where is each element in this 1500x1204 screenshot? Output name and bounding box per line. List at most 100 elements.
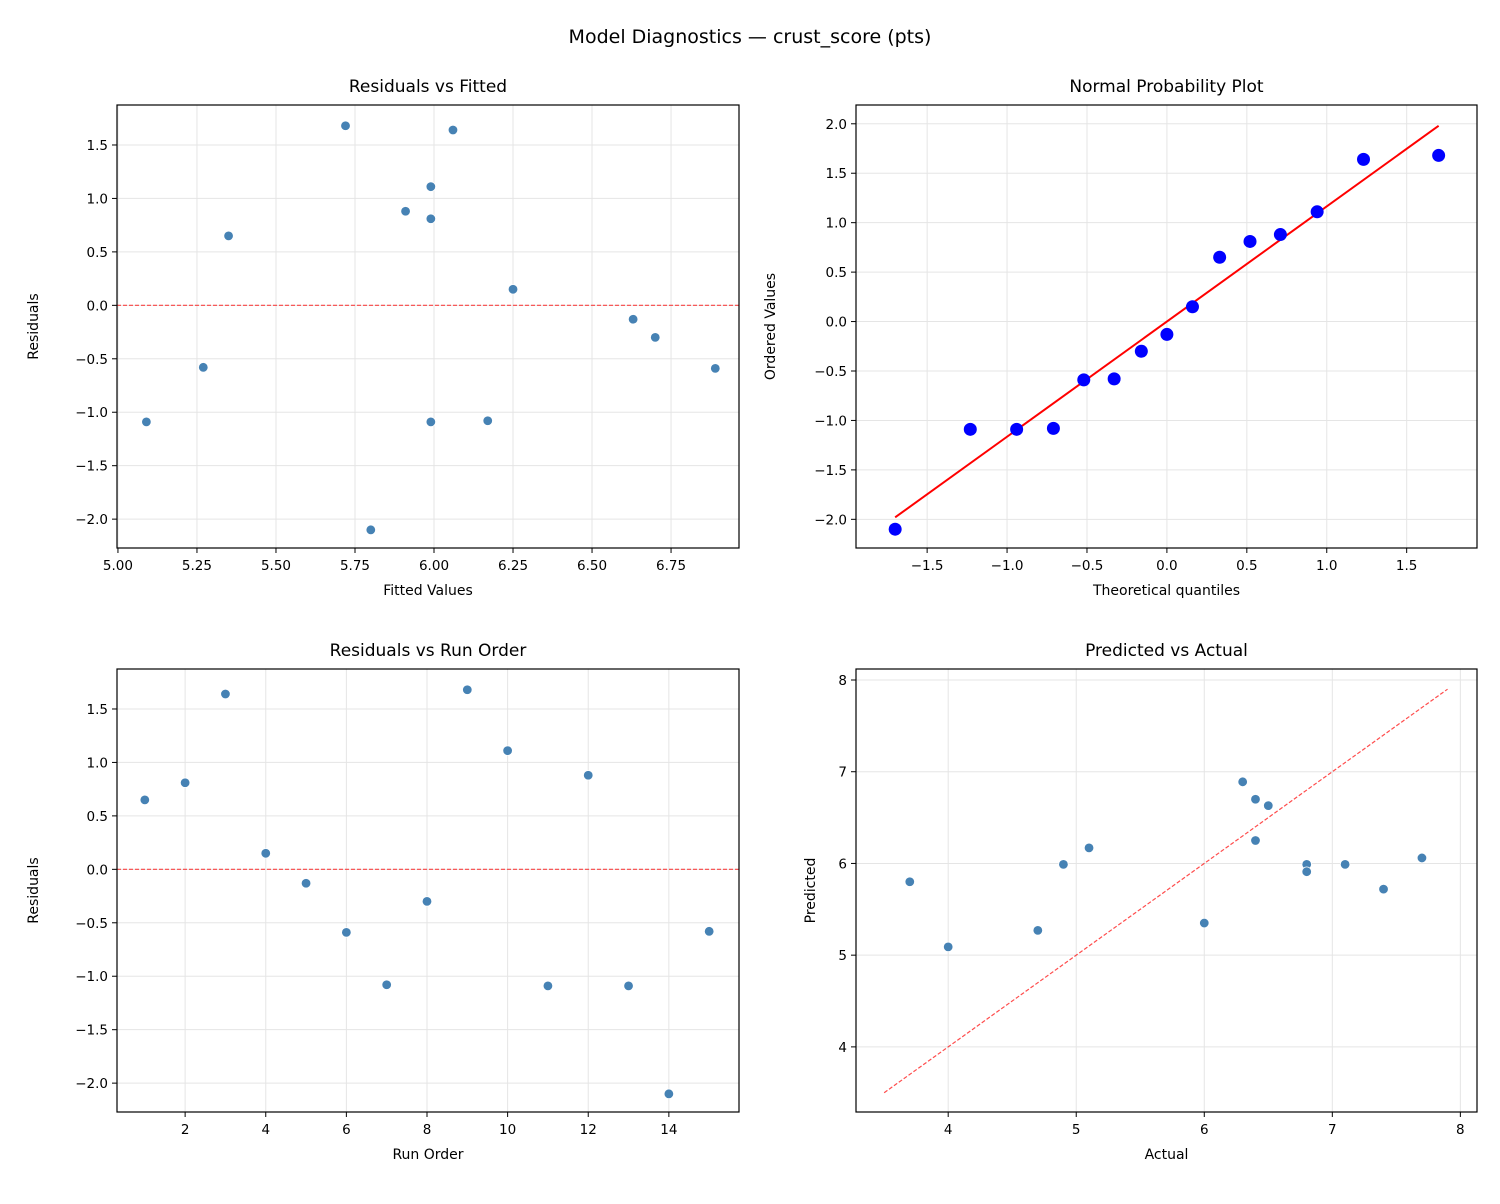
- y-axis-label: Residuals: [26, 857, 42, 923]
- data-point: [381, 979, 392, 990]
- data-point: [1263, 800, 1274, 811]
- x-tick-label: −0.5: [1071, 558, 1104, 574]
- x-tick-label: −1.0: [991, 558, 1024, 574]
- qq-data-point: [888, 522, 902, 536]
- x-tick-label: −1.5: [911, 558, 944, 574]
- data-point: [260, 848, 271, 859]
- data-point: [425, 181, 437, 192]
- y-tick-label: −1.5: [75, 1023, 108, 1039]
- x-tick-label: 5: [1072, 1122, 1081, 1138]
- x-tick-label: 1.0: [1316, 558, 1337, 574]
- qq-data-point: [1243, 234, 1257, 248]
- predicted-vs-actual-panel: 4 5 6 7 8 4 5 6 7 8 Predicted vs Actual Actual Predi…: [803, 641, 1478, 1163]
- data-point: [1416, 852, 1428, 864]
- y-tick-label: −1.0: [75, 405, 108, 421]
- qq-data-point: [1077, 373, 1091, 387]
- y-axis-label: Predicted: [803, 858, 819, 924]
- y-tick-label: 0.0: [826, 315, 847, 331]
- x-tick-label: 2: [181, 1122, 190, 1138]
- data-point: [425, 416, 437, 428]
- y-tick-label: −0.5: [75, 916, 108, 932]
- normal-probability-panel: −1.5 −1.0 −0.5 0.0 0.5 1.0 1.5 −2.0 −1.5 −1.0 −0.5…: [763, 77, 1478, 599]
- x-axis-label: Actual: [1145, 1147, 1189, 1163]
- y-tick-label: −2.0: [75, 512, 108, 528]
- qq-data-point: [1107, 372, 1121, 386]
- y-tick-label: 5: [838, 948, 847, 964]
- data-point: [1058, 859, 1069, 870]
- y-tick-label: −2.0: [75, 1076, 108, 1092]
- y-tick-label: 4: [838, 1040, 847, 1056]
- x-tick-label: 14: [660, 1122, 677, 1138]
- fit-line: [894, 124, 1440, 519]
- qq-data-point: [1134, 344, 1148, 358]
- y-tick-label: 1.5: [826, 166, 847, 182]
- data-point: [710, 363, 721, 374]
- subplot-title: Residuals vs Run Order: [330, 641, 527, 661]
- x-tick-label: 0.5: [1236, 558, 1257, 574]
- data-point: [141, 416, 152, 428]
- data-point: [340, 120, 351, 131]
- data-point: [627, 314, 639, 325]
- y-axis-label: Residuals: [26, 293, 42, 359]
- x-tick-label: 6.50: [577, 558, 607, 574]
- y-tick-label: −1.0: [814, 413, 847, 429]
- subplot-title: Predicted vs Actual: [1085, 641, 1248, 661]
- data-point: [904, 876, 915, 887]
- subplot-title: Residuals vs Fitted: [349, 77, 507, 97]
- data-point: [482, 415, 493, 426]
- data-point: [502, 745, 513, 756]
- y-tick-label: 1.0: [87, 191, 108, 207]
- data-point: [1378, 883, 1389, 895]
- x-tick-label: 7: [1328, 1122, 1337, 1138]
- x-tick-label: 6: [342, 1122, 351, 1138]
- qq-data-point: [1046, 421, 1060, 435]
- data-point: [1237, 776, 1248, 788]
- qq-data-point: [1357, 152, 1371, 166]
- axes-frame: [116, 668, 740, 1113]
- x-tick-label: 8: [423, 1122, 432, 1138]
- x-tick-label: 6.25: [498, 558, 528, 574]
- data-point: [703, 926, 715, 937]
- qq-data-point: [1213, 250, 1227, 264]
- data-point: [425, 213, 437, 224]
- y-tick-label: 1.5: [87, 138, 108, 154]
- y-tick-label: 0.0: [87, 298, 108, 314]
- data-point: [1199, 917, 1210, 929]
- x-tick-label: 5.00: [103, 558, 133, 574]
- x-tick-label: 6.00: [419, 558, 449, 574]
- x-tick-label: 1.5: [1396, 558, 1417, 574]
- y-tick-label: 2.0: [826, 117, 847, 133]
- y-tick-label: 1.0: [87, 755, 108, 771]
- x-axis-label: Run Order: [392, 1147, 463, 1163]
- data-point: [179, 777, 191, 788]
- data-point: [139, 794, 151, 806]
- x-tick-label: 5.25: [182, 558, 212, 574]
- data-point: [542, 980, 554, 992]
- y-tick-label: −0.5: [814, 364, 847, 380]
- y-tick-label: 0.5: [87, 245, 108, 261]
- y-tick-label: 6: [838, 856, 847, 872]
- data-point: [223, 230, 234, 242]
- axes-frame: [855, 668, 1478, 1113]
- data-point: [365, 524, 376, 536]
- data-point: [1250, 835, 1261, 846]
- y-tick-label: −0.5: [75, 352, 108, 368]
- y-axis-label: Ordered Values: [763, 273, 779, 380]
- identity-reference-line: [883, 688, 1448, 1094]
- data-point: [1339, 859, 1351, 870]
- figure-suptitle: Model Diagnostics — crust_score (pts): [569, 26, 932, 48]
- data-point: [663, 1088, 675, 1100]
- qq-data-point: [1432, 148, 1446, 162]
- x-tick-label: 4: [261, 1122, 270, 1138]
- data-point: [300, 878, 312, 889]
- residuals-vs-run-order-panel: 2 4 6 8 10 12 14 −2.0 −1.5 −1.0 −0.5 0.0 0.5 1.0 1.5 Re…: [26, 641, 740, 1163]
- y-tick-label: −1.5: [814, 463, 847, 479]
- x-tick-label: 5.75: [340, 558, 370, 574]
- x-tick-label: 4: [944, 1122, 953, 1138]
- data-point: [1250, 794, 1261, 805]
- qq-data-point: [963, 422, 977, 436]
- y-tick-label: 8: [838, 673, 847, 689]
- data-point: [650, 332, 661, 343]
- subplot-title: Normal Probability Plot: [1069, 77, 1264, 97]
- data-point: [1032, 925, 1044, 936]
